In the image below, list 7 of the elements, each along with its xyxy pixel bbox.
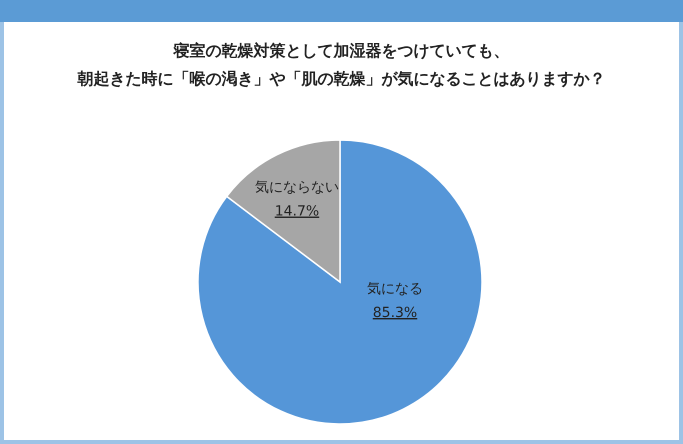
pie-slice bbox=[197, 139, 483, 425]
chart-title: 寝室の乾燥対策として加湿器をつけていても、 bbox=[172, 41, 510, 60]
data-label: 85.3% bbox=[372, 305, 418, 321]
slice-label: 気にならない bbox=[254, 180, 339, 196]
chart-subtitle: 朝起きた時に「喉の渇き」や「肌の乾燥」が気になることはありますか？ bbox=[76, 69, 606, 88]
data-label: 14.7% bbox=[274, 204, 320, 220]
slice-label: 気になる bbox=[367, 281, 423, 297]
